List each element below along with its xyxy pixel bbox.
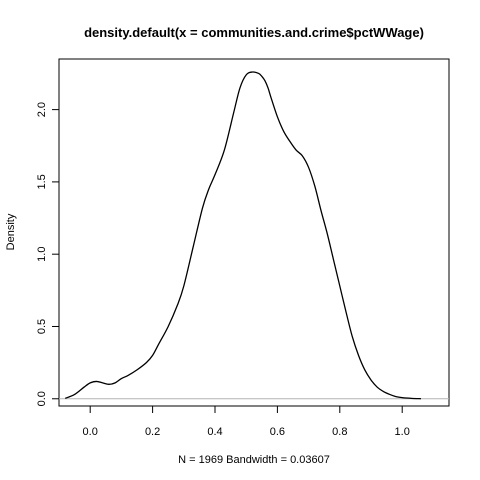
density-line bbox=[64, 71, 421, 400]
density-series bbox=[64, 71, 421, 400]
x-axis: 0.0 0.2 0.4 0.6 0.8 1.0 bbox=[83, 405, 410, 438]
y-tick-label: 0.5 bbox=[36, 319, 48, 334]
y-axis: 0.0 0.5 1.0 1.5 2.0 bbox=[36, 102, 60, 406]
x-tick-label: 1.0 bbox=[395, 426, 410, 438]
x-tick-label: 0.2 bbox=[145, 426, 160, 438]
y-tick-label: 1.0 bbox=[36, 247, 48, 262]
x-tick-label: 0.4 bbox=[207, 426, 222, 438]
x-tick-label: 0.8 bbox=[332, 426, 347, 438]
x-axis-label: N = 1969 Bandwidth = 0.03607 bbox=[178, 454, 330, 466]
y-tick-label: 2.0 bbox=[36, 102, 48, 117]
y-axis-label: Density bbox=[5, 213, 17, 250]
y-tick-label: 0.0 bbox=[36, 391, 48, 406]
x-tick-label: 0.6 bbox=[270, 426, 285, 438]
plot-box bbox=[58, 58, 450, 407]
chart-title: density.default(x = communities.and.crim… bbox=[84, 25, 424, 40]
y-tick-label: 1.5 bbox=[36, 174, 48, 189]
x-tick-label: 0.0 bbox=[83, 426, 98, 438]
